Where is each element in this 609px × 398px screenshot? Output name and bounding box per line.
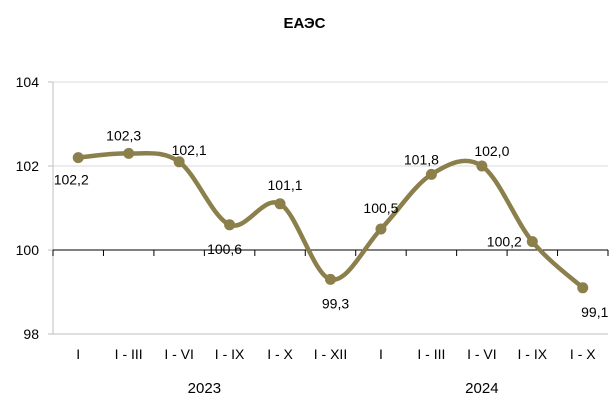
x-category-label: I - VI bbox=[164, 346, 194, 362]
data-point bbox=[476, 160, 488, 172]
data-label: 102,2 bbox=[54, 172, 89, 188]
data-label: 102,1 bbox=[172, 142, 207, 158]
series-line bbox=[72, 147, 589, 294]
data-label: 101,1 bbox=[268, 177, 303, 193]
data-label: 100,6 bbox=[207, 241, 242, 257]
data-point bbox=[577, 282, 589, 294]
x-category-label: I bbox=[76, 346, 80, 362]
data-point bbox=[325, 273, 336, 285]
y-tick-label: 100 bbox=[16, 242, 40, 258]
data-label: 100,2 bbox=[487, 234, 522, 250]
x-category-label: I - III bbox=[115, 346, 143, 362]
data-label: 101,8 bbox=[404, 151, 439, 167]
series-path bbox=[75, 150, 586, 291]
y-tick-label: 104 bbox=[16, 74, 40, 90]
data-label: 99,1 bbox=[581, 304, 608, 320]
x-category-label: I - VI bbox=[467, 346, 497, 362]
x-group-label: 2023 bbox=[188, 380, 221, 397]
data-point bbox=[123, 147, 135, 159]
data-point bbox=[375, 223, 387, 235]
grid-lines bbox=[48, 81, 608, 335]
data-point bbox=[274, 198, 286, 210]
x-group-label: 2024 bbox=[465, 380, 498, 397]
x-category-label: I - III bbox=[417, 346, 445, 362]
chart-title: ЕАЭС bbox=[283, 15, 326, 32]
x-category-label: I bbox=[379, 346, 383, 362]
data-label: 100,5 bbox=[363, 200, 398, 216]
data-labels: 102,2 102,3 102,1 100,6 101,1 99,3 100,5 101,8 1… bbox=[54, 127, 609, 319]
x-category-label: I - IX bbox=[215, 346, 245, 362]
data-label: 102,3 bbox=[106, 127, 141, 143]
y-tick-label: 98 bbox=[23, 326, 39, 342]
data-label: 99,3 bbox=[322, 295, 349, 311]
data-point bbox=[526, 236, 538, 248]
data-point bbox=[72, 152, 84, 164]
x-category-label: I - XII bbox=[314, 346, 347, 362]
x-category-label: I - IX bbox=[518, 346, 548, 362]
x-axis: I I - III I - VI I - IX I - X I - XII I I - III… bbox=[52, 249, 609, 397]
data-point bbox=[425, 168, 437, 180]
x-category-label: I - X bbox=[570, 346, 596, 362]
data-label: 102,0 bbox=[474, 143, 509, 159]
data-point bbox=[224, 219, 236, 231]
y-tick-label: 102 bbox=[16, 158, 40, 174]
x-category-label: I - X bbox=[267, 346, 293, 362]
y-axis-ticks: 98 100 102 104 bbox=[16, 74, 40, 342]
data-point bbox=[173, 156, 185, 168]
